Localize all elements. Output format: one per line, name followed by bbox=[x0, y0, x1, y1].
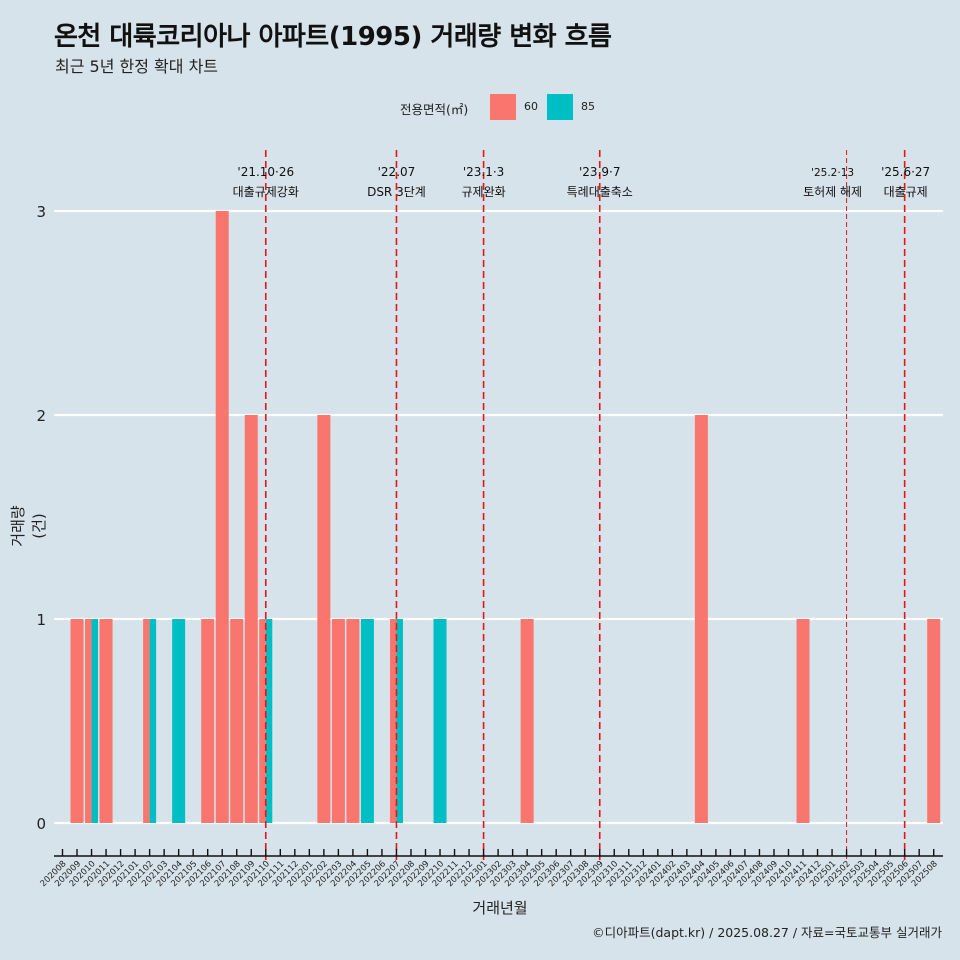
x-axis: 2020082020092020102020112020122021012021… bbox=[39, 849, 943, 889]
event-text-label: 토허제 해제 bbox=[803, 185, 862, 199]
bar-60-202009 bbox=[70, 619, 84, 823]
bar-85-202104 bbox=[172, 619, 186, 823]
y-tick-label: 3 bbox=[36, 203, 46, 221]
event-date-label: '25.2·13 bbox=[811, 167, 854, 179]
event-date-label: '25.6·27 bbox=[881, 165, 930, 179]
grid-lines bbox=[54, 209, 943, 825]
bar-60-202411 bbox=[796, 619, 810, 823]
bar-85-202102 bbox=[149, 619, 157, 823]
bar-60-202508 bbox=[927, 619, 941, 823]
legend-key-85 bbox=[547, 94, 573, 120]
event-text-label: 대출규제 bbox=[884, 185, 928, 199]
event-text-label: 특례대출축소 bbox=[567, 185, 633, 199]
event-date-label: '22.07 bbox=[378, 165, 416, 179]
legend-label-60: 60 bbox=[524, 100, 538, 113]
event-date-label: '21.10·26 bbox=[237, 165, 294, 179]
legend: 전용면적(㎡) 60 85 bbox=[0, 92, 960, 122]
chart-subtitle: 최근 5년 한정 확대 차트 bbox=[55, 57, 219, 76]
y-axis-title: 거래량(건) bbox=[9, 505, 48, 547]
y-axis-labels: 0 1 2 3 bbox=[36, 203, 46, 833]
bar-60-202304 bbox=[520, 619, 534, 823]
event-lines: '21.10·26 대출규제강화 '22.07 DSR 3단계 '23.1·3 규제완화 '… bbox=[233, 150, 930, 860]
bar-60-202204 bbox=[346, 619, 360, 823]
legend-label-85: 85 bbox=[581, 100, 595, 113]
bar-60-202110 bbox=[259, 619, 266, 823]
bar-85-202210 bbox=[433, 619, 447, 823]
y-tick-label: 0 bbox=[36, 815, 46, 833]
bar-60-202109 bbox=[244, 415, 258, 823]
bar-85-202110 bbox=[265, 619, 273, 823]
bars bbox=[70, 211, 941, 823]
bar-60-202106 bbox=[201, 619, 215, 823]
event-date-label: '23.9·7 bbox=[579, 165, 620, 179]
bar-60-202202 bbox=[317, 415, 331, 823]
event-date-label: '23.1·3 bbox=[463, 165, 504, 179]
chart-title: 온천 대륙코리아나 아파트(1995) 거래량 변화 흐름 bbox=[54, 22, 612, 52]
event-text-label: 규제완화 bbox=[461, 185, 505, 199]
bar-60-202207 bbox=[389, 619, 397, 823]
y-tick-label: 1 bbox=[36, 611, 46, 629]
bar-60-202203 bbox=[331, 619, 345, 823]
x-axis-title: 거래년월 bbox=[472, 899, 528, 917]
bar-85-202207 bbox=[396, 619, 403, 823]
bar-60-202107 bbox=[215, 211, 229, 823]
bar-60-202011 bbox=[99, 619, 113, 823]
event-text-label: DSR 3단계 bbox=[367, 185, 426, 199]
bar-60-202010 bbox=[85, 619, 92, 823]
legend-title: 전용면적(㎡) bbox=[400, 102, 469, 117]
bar-60-202404 bbox=[694, 415, 708, 823]
event-text-label: 대출규제강화 bbox=[233, 185, 299, 199]
bar-85-202010 bbox=[91, 619, 99, 823]
legend-key-60 bbox=[490, 94, 516, 120]
bar-60-202108 bbox=[230, 619, 244, 823]
bar-60-202102 bbox=[143, 619, 150, 823]
bar-85-202205 bbox=[360, 619, 374, 823]
footer-credit: ©디아파트(dapt.kr) / 2025.08.27 / 자료=국토교통부 실… bbox=[592, 925, 942, 940]
y-tick-label: 2 bbox=[36, 407, 46, 425]
